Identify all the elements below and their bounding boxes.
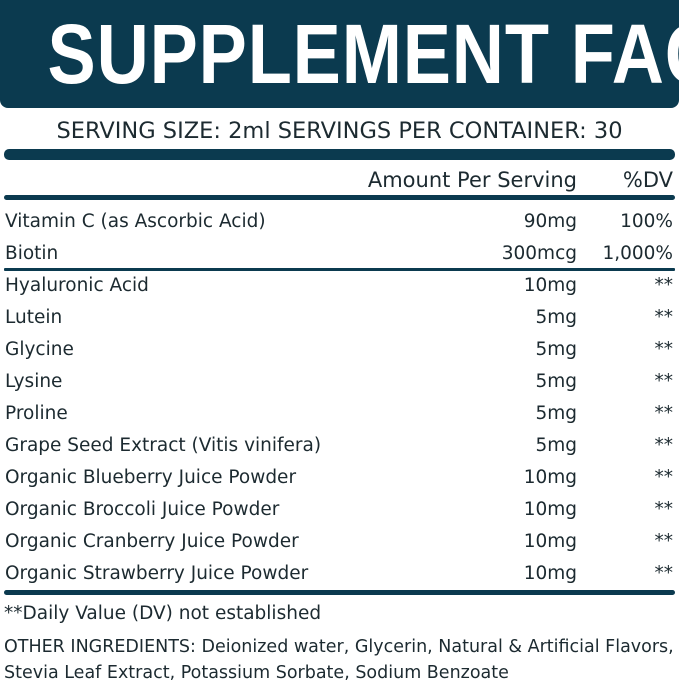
nutrient-name: Lutein: [5, 307, 63, 328]
nutrient-name: Organic Cranberry Juice Powder: [5, 531, 299, 552]
nutrient-dv: **: [654, 467, 674, 488]
divider-bottom: [4, 590, 675, 595]
nutrient-name: Glycine: [5, 339, 74, 360]
nutrient-row: Organic Broccoli Juice Powder 10mg **: [0, 494, 679, 526]
divider-medium: [4, 195, 675, 200]
nutrient-dv: 1,000%: [602, 243, 673, 264]
nutrient-name: Grape Seed Extract (Vitis vinifera): [5, 435, 322, 456]
nutrient-dv: **: [654, 531, 674, 552]
nutrient-dv: **: [654, 275, 674, 296]
nutrient-row: Glycine 5mg **: [0, 334, 679, 366]
nutrient-row: Proline 5mg **: [0, 398, 679, 430]
nutrient-name: Lysine: [5, 371, 63, 392]
nutrient-name: Vitamin C (as Ascorbic Acid): [5, 211, 266, 232]
nutrient-amount: 90mg: [523, 211, 577, 232]
nutrient-dv: 100%: [620, 211, 673, 232]
nutrient-name: Hyaluronic Acid: [5, 275, 149, 296]
nutrient-amount: 5mg: [535, 403, 577, 424]
column-headers: Amount Per Serving %DV: [0, 165, 679, 195]
nutrient-amount: 5mg: [535, 435, 577, 456]
nutrient-dv: **: [654, 339, 674, 360]
nutrient-amount: 10mg: [523, 275, 577, 296]
label-title: SUPPLEMENT FACTS: [47, 7, 679, 101]
nutrient-amount: 10mg: [523, 531, 577, 552]
nutrient-amount: 10mg: [523, 563, 577, 584]
nutrient-amount: 5mg: [535, 371, 577, 392]
nutrient-row: Organic Strawberry Juice Powder 10mg **: [0, 558, 679, 590]
divider-thick: [4, 149, 675, 160]
nutrient-amount: 10mg: [523, 467, 577, 488]
divider-thin: [4, 268, 675, 271]
nutrient-row: Lutein 5mg **: [0, 302, 679, 334]
nutrient-name: Biotin: [5, 243, 59, 264]
nutrient-amount: 10mg: [523, 499, 577, 520]
dv-header: %DV: [622, 168, 673, 192]
nutrient-dv: **: [654, 563, 674, 584]
nutrient-row: Grape Seed Extract (Vitis vinifera) 5mg **: [0, 430, 679, 462]
nutrient-dv: **: [654, 371, 674, 392]
title-banner: [0, 0, 679, 108]
nutrient-dv: **: [654, 499, 674, 520]
nutrient-amount: 300mcg: [501, 243, 577, 264]
nutrient-amount: 5mg: [535, 307, 577, 328]
nutrient-row: Organic Cranberry Juice Powder 10mg **: [0, 526, 679, 558]
serving-info: SERVING SIZE: 2ml SERVINGS PER CONTAINER…: [56, 118, 623, 144]
nutrient-row: Organic Blueberry Juice Powder 10mg **: [0, 462, 679, 494]
amount-header: Amount Per Serving: [367, 168, 577, 192]
nutrient-name: Proline: [5, 403, 68, 424]
nutrient-row: Lysine 5mg **: [0, 366, 679, 398]
nutrient-row: Vitamin C (as Ascorbic Acid) 90mg 100%: [0, 206, 679, 238]
nutrient-row: Hyaluronic Acid 10mg **: [0, 270, 679, 302]
nutrient-dv: **: [654, 435, 674, 456]
footnote: **Daily Value (DV) not established: [4, 603, 322, 624]
other-ingredients: OTHER INGREDIENTS: Deionized water, Glyc…: [4, 637, 674, 683]
nutrient-name: Organic Blueberry Juice Powder: [5, 467, 297, 488]
nutrient-row: Biotin 300mcg 1,000%: [0, 238, 679, 270]
nutrient-amount: 5mg: [535, 339, 577, 360]
nutrient-dv: **: [654, 403, 674, 424]
nutrient-name: Organic Strawberry Juice Powder: [5, 563, 309, 584]
nutrient-name: Organic Broccoli Juice Powder: [5, 499, 280, 520]
nutrient-dv: **: [654, 307, 674, 328]
